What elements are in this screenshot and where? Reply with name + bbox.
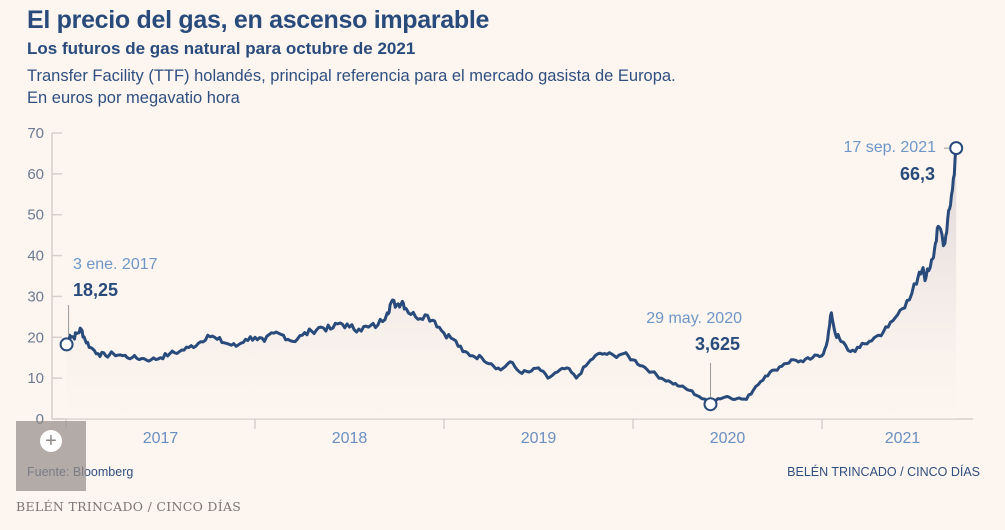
- annotation-value: 18,25: [73, 280, 118, 300]
- y-tick-label: 70: [27, 125, 44, 142]
- y-tick-label: 40: [27, 248, 44, 265]
- chart-units: En euros por megavatio hora: [27, 89, 240, 107]
- y-tick-label: 0: [36, 411, 44, 428]
- x-tick-label: 2017: [143, 430, 179, 447]
- annotation-date: 17 sep. 2021: [843, 139, 936, 156]
- plus-icon[interactable]: +: [40, 430, 62, 452]
- y-tick-label: 50: [27, 207, 44, 224]
- y-tick-label: 60: [27, 166, 44, 183]
- annotation-date: 3 ene. 2017: [73, 256, 158, 273]
- x-tick-label: 2019: [521, 430, 557, 447]
- y-tick-label: 10: [27, 370, 44, 387]
- expand-overlay[interactable]: +: [16, 421, 86, 491]
- chart-subtitle: Los futuros de gas natural para octubre …: [27, 39, 416, 58]
- annotation-date: 29 may. 2020: [646, 310, 742, 327]
- annotation-marker: [949, 141, 964, 156]
- y-axis-ticks: 0 10 20 30 40 50 60 70: [27, 125, 62, 428]
- x-tick-label: 2021: [885, 430, 921, 447]
- annotation-value: 66,3: [900, 164, 935, 184]
- annotation-marker: [59, 337, 74, 352]
- price-area: [66, 148, 957, 419]
- chart-description: Transfer Facility (TTF) holandés, princi…: [27, 67, 676, 85]
- price-line: [65, 147, 958, 406]
- author-credit: BELÉN TRINCADO / CINCO DÍAS: [787, 465, 980, 479]
- y-tick-label: 30: [27, 288, 44, 305]
- x-tick-label: 2018: [332, 430, 368, 447]
- annotation-marker: [703, 397, 718, 412]
- x-tick-label: 2020: [710, 430, 746, 447]
- annotations: 3 ene. 2017 18,25 29 may. 2020 3,625 17 sep.…: [59, 139, 964, 412]
- y-tick-label: 20: [27, 329, 44, 346]
- annotation-value: 3,625: [695, 334, 740, 354]
- chart-title: El precio del gas, en ascenso imparable: [27, 6, 490, 34]
- author-credit-bottom: BELÉN TRINCADO / CINCO DÍAS: [16, 499, 242, 514]
- x-axis-ticks: 2017 2018 2019 2020 2021: [65, 419, 921, 447]
